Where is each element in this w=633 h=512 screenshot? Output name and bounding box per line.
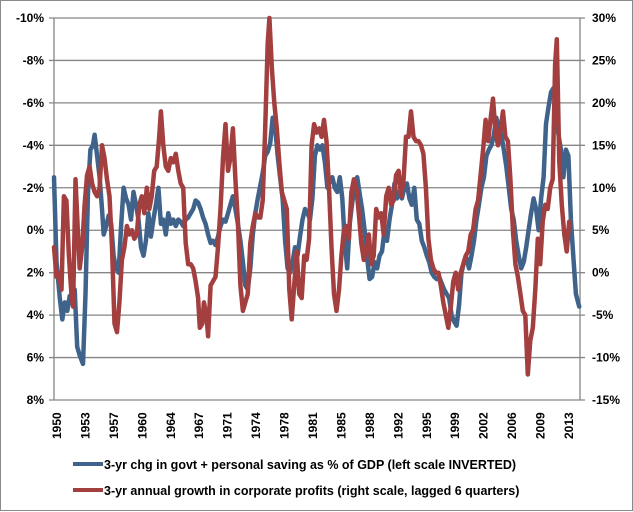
x-tick-label: 2006	[505, 412, 519, 439]
x-axis-ticks: 1950 1953 1957 1960 1964 1967 1971 1974 1978 1981…	[50, 412, 576, 439]
series-line-savings	[51, 85, 582, 367]
x-tick-label: 1974	[249, 412, 263, 439]
right-tick-label: 25%	[592, 53, 616, 67]
left-tick-label: 4%	[27, 308, 45, 322]
legend-label-profits: 3-yr annual growth in corporate profits …	[104, 484, 519, 498]
x-tick-label: 1960	[135, 412, 149, 439]
right-tick-label: 20%	[592, 96, 616, 110]
left-tick-label: 0%	[27, 223, 45, 237]
left-tick-label: -8%	[23, 53, 45, 67]
left-tick-label: -4%	[23, 138, 45, 152]
right-tick-label: 10%	[592, 181, 616, 195]
x-tick-label: 1953	[78, 412, 92, 439]
left-tick-label: -2%	[23, 181, 45, 195]
right-axis-ticks: 30% 25% 20% 15% 10% 5% 0% -5% -10% -15%	[592, 11, 620, 407]
x-tick-label: 1978	[278, 412, 292, 439]
right-tick-label: 15%	[592, 138, 616, 152]
legend: 3-yr chg in govt + personal saving as % …	[73, 458, 519, 498]
left-tick-label: 8%	[27, 393, 45, 407]
right-tick-label: 0%	[592, 266, 610, 280]
x-tick-label: 1950	[50, 412, 64, 439]
right-tick-label: 30%	[592, 11, 616, 25]
x-tick-label: 1981	[306, 412, 320, 439]
right-tick-label: -15%	[592, 393, 620, 407]
right-tick-label: -10%	[592, 351, 620, 365]
series-line-profits	[51, 15, 572, 377]
legend-item-savings: 3-yr chg in govt + personal saving as % …	[73, 458, 516, 472]
left-axis-ticks: -10% -8% -6% -4% -2% 0% 2% 4% 6% 8%	[16, 11, 44, 407]
right-tick-label: 5%	[592, 223, 610, 237]
x-tick-label: 1999	[448, 412, 462, 439]
left-tick-label: -10%	[16, 11, 44, 25]
x-tick-label: 2013	[562, 412, 576, 439]
series-lines	[51, 15, 582, 377]
x-tick-label: 2009	[534, 412, 548, 439]
left-tick-label: 2%	[27, 266, 45, 280]
x-tick-label: 1985	[334, 412, 348, 439]
x-tick-label: 1957	[107, 412, 121, 439]
x-tick-label: 1971	[221, 412, 235, 439]
legend-label-savings: 3-yr chg in govt + personal saving as % …	[104, 458, 516, 472]
x-tick-label: 1988	[363, 412, 377, 439]
x-tick-label: 1992	[391, 412, 405, 439]
x-tick-label: 1995	[420, 412, 434, 439]
left-tick-label: 6%	[27, 351, 45, 365]
x-tick-label: 1967	[192, 412, 206, 439]
x-tick-label: 2002	[477, 412, 491, 439]
legend-item-profits: 3-yr annual growth in corporate profits …	[73, 484, 519, 498]
left-tick-label: -6%	[23, 96, 45, 110]
right-tick-label: -5%	[592, 308, 614, 322]
x-tick-label: 1964	[164, 412, 178, 439]
